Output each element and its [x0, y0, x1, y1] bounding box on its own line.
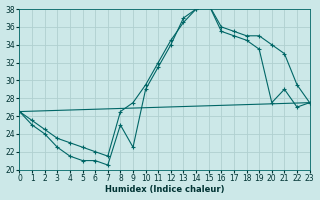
X-axis label: Humidex (Indice chaleur): Humidex (Indice chaleur) — [105, 185, 224, 194]
